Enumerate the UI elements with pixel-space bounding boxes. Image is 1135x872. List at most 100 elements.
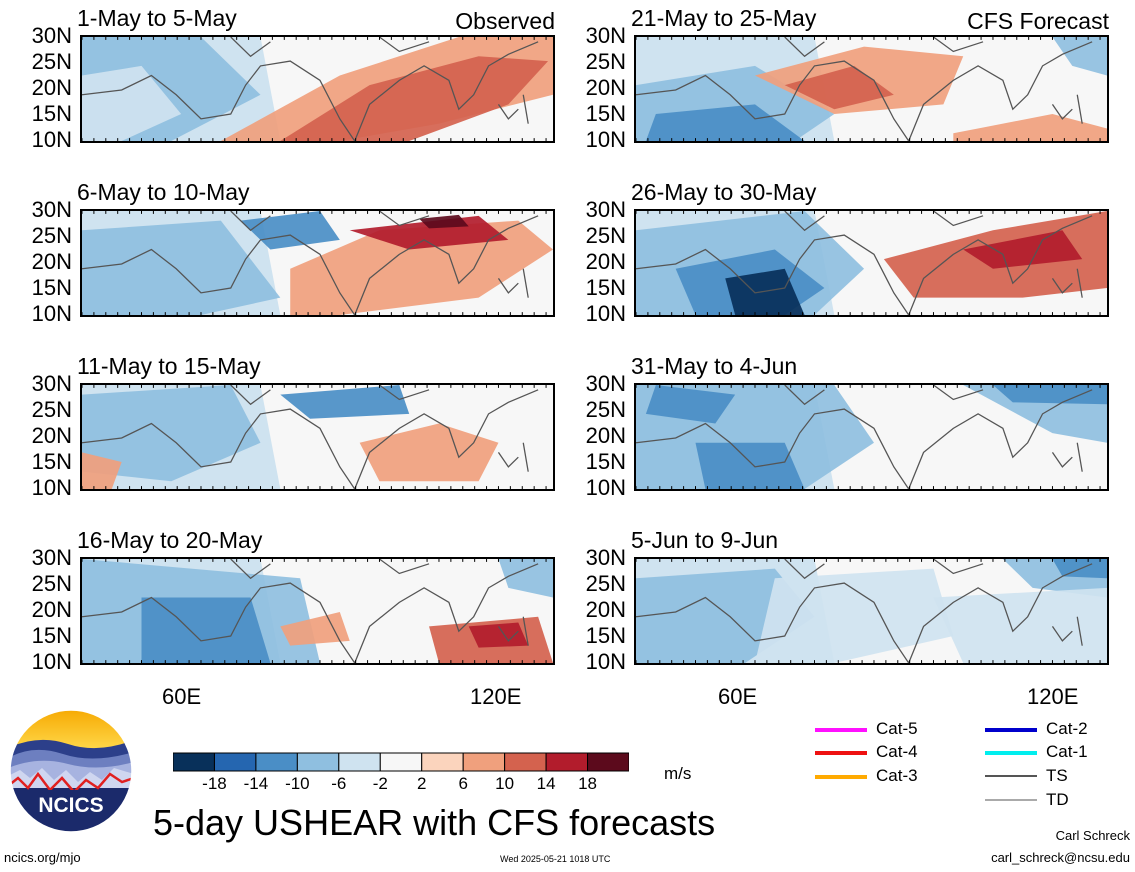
colorbar-swatch (172, 752, 215, 772)
shear-map-panel (634, 383, 1109, 491)
colorbar-tick-label: -2 (372, 774, 388, 793)
lat-label: 30N (31, 545, 72, 570)
lat-label: 15N (585, 275, 626, 300)
colorbar (172, 752, 630, 779)
lat-label: 30N (585, 197, 626, 222)
lat-label: 30N (585, 371, 626, 396)
lat-label: 15N (585, 101, 626, 126)
panel-corner-label: Observed (455, 8, 555, 34)
lat-label: 20N (585, 423, 626, 448)
lat-label: 20N (31, 423, 72, 448)
storm-legend-line (815, 728, 867, 732)
lat-label: 15N (585, 623, 626, 648)
colorbar-tick-label: 18 (578, 774, 597, 793)
colorbar-swatch (296, 752, 340, 772)
lon-label-120e-right: 120E (1027, 684, 1079, 709)
colorbar-swatch (338, 752, 381, 772)
lat-label: 10N (31, 475, 72, 500)
lat-label: 25N (31, 397, 72, 422)
colorbar-swatch (255, 752, 298, 772)
colorbar-tick-label: 14 (536, 774, 556, 793)
panel-title: 16-May to 20-May (77, 527, 263, 553)
colorbar-swatch (587, 752, 630, 772)
colorbar-swatch (504, 752, 547, 772)
lat-label: 30N (585, 23, 626, 48)
lat-label: 10N (585, 475, 626, 500)
lat-label: 30N (31, 197, 72, 222)
lat-label: 20N (585, 249, 626, 274)
storm-legend-label: Cat-1 (1046, 742, 1088, 761)
logo-text: NCICS (38, 794, 103, 817)
lat-label: 10N (31, 127, 72, 152)
shear-map-panel (80, 209, 555, 317)
lat-label: 10N (31, 301, 72, 326)
colorbar-swatch (421, 752, 464, 772)
lat-label: 15N (31, 101, 72, 126)
storm-legend-line (985, 751, 1037, 755)
lat-label: 25N (31, 571, 72, 596)
shear-map-panel (80, 557, 555, 665)
storm-legend-line (985, 775, 1037, 777)
lat-label: 30N (31, 23, 72, 48)
lat-label: 25N (31, 223, 72, 248)
colorbar-tick-label: -10 (285, 774, 310, 793)
panel-title: 26-May to 30-May (631, 179, 817, 205)
panel-title: 31-May to 4-Jun (631, 353, 798, 379)
shear-map-panel (80, 35, 555, 143)
footer-author: Carl Schreck (1055, 828, 1130, 843)
lat-label: 25N (585, 223, 626, 248)
storm-legend-label: Cat-5 (876, 719, 918, 738)
figure-title: 5-day USHEAR with CFS forecasts (153, 802, 716, 843)
ncics-logo: NCICS (8, 708, 134, 834)
storm-legend-label: Cat-4 (876, 742, 918, 761)
shear-map-panel (80, 383, 555, 491)
lat-label: 20N (31, 75, 72, 100)
lon-label-60e-right: 60E (718, 684, 758, 709)
lat-label: 20N (585, 75, 626, 100)
lat-label: 15N (585, 449, 626, 474)
lat-label: 15N (31, 275, 72, 300)
lat-label: 10N (585, 127, 626, 152)
storm-legend-line (985, 799, 1037, 801)
lon-label-60e-left: 60E (162, 684, 202, 709)
shear-map-panel (634, 209, 1109, 317)
panel-title: 5-Jun to 9-Jun (631, 527, 779, 553)
shear-map-panel (634, 35, 1109, 143)
storm-legend-label: TS (1046, 766, 1068, 785)
storm-legend-label: Cat-3 (876, 766, 918, 785)
shear-map-panel (634, 557, 1109, 665)
lat-label: 25N (31, 49, 72, 74)
lat-label: 15N (31, 449, 72, 474)
panel-title: 21-May to 25-May (631, 5, 817, 31)
colorbar-unit: m/s (664, 764, 692, 783)
panel-title: 6-May to 10-May (77, 179, 250, 205)
storm-legend-label: TD (1046, 790, 1069, 809)
storm-legend-label: Cat-2 (1046, 719, 1088, 738)
lat-label: 20N (585, 597, 626, 622)
colorbar-tick-label: -18 (202, 774, 227, 793)
lat-label: 20N (31, 597, 72, 622)
panel-title: 1-May to 5-May (77, 5, 237, 31)
lat-label: 25N (585, 571, 626, 596)
colorbar-swatch (462, 752, 506, 772)
footer-email[interactable]: carl_schreck@ncsu.edu (991, 850, 1130, 865)
colorbar-swatch (545, 752, 589, 772)
lat-label: 25N (585, 49, 626, 74)
lat-label: 30N (31, 371, 72, 396)
storm-legend-line (985, 728, 1037, 732)
lat-label: 10N (585, 301, 626, 326)
lat-label: 10N (31, 649, 72, 674)
colorbar-tick-label: 6 (458, 774, 468, 793)
lat-label: 25N (585, 397, 626, 422)
footer-timestamp: Wed 2025-05-21 1018 UTC (500, 854, 611, 864)
lat-label: 10N (585, 649, 626, 674)
footer-url[interactable]: ncics.org/mjo (4, 850, 81, 865)
colorbar-swatch (379, 752, 423, 772)
panel-corner-label: CFS Forecast (967, 8, 1109, 34)
colorbar-tick-label: -6 (331, 774, 347, 793)
lat-label: 15N (31, 623, 72, 648)
colorbar-tick-label: 10 (495, 774, 515, 793)
lat-label: 30N (585, 545, 626, 570)
colorbar-tick-label: -14 (243, 774, 269, 793)
colorbar-tick-label: 2 (416, 774, 427, 793)
